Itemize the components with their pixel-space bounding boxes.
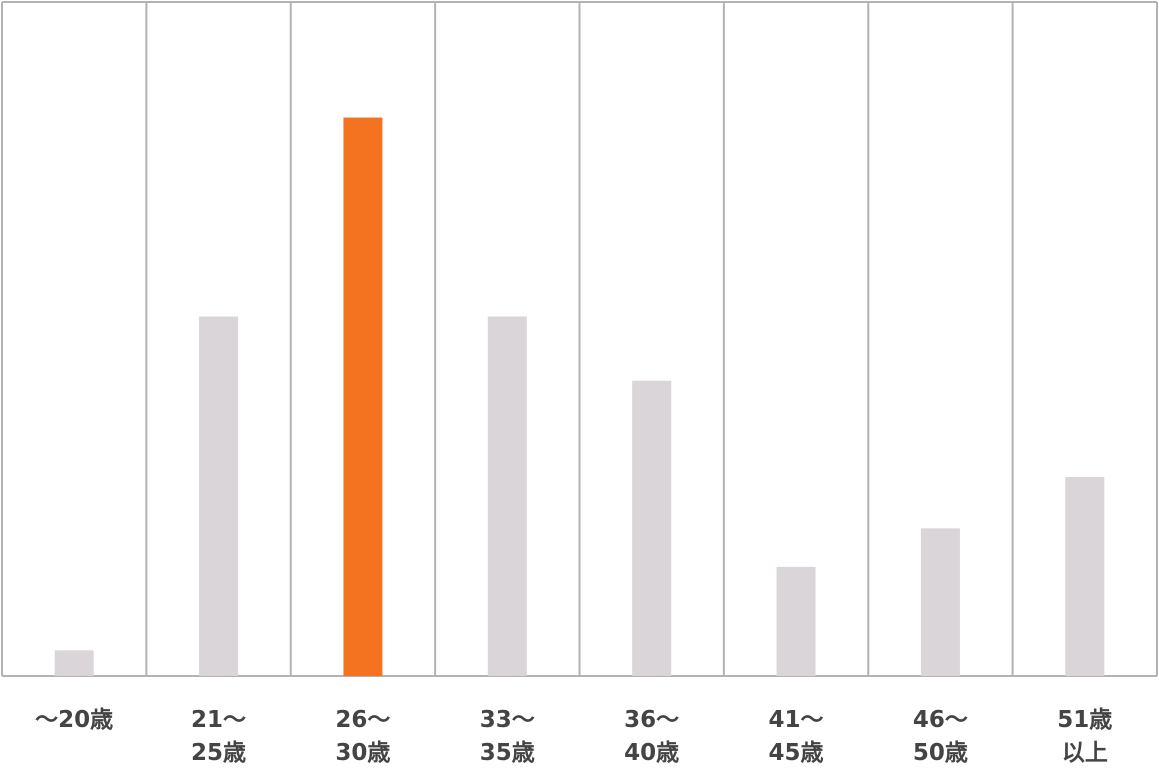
x-tick-label: 41～ 45歳 bbox=[769, 707, 824, 766]
bar-layer bbox=[54, 117, 1105, 677]
bar bbox=[54, 650, 94, 676]
x-tick-label: 51歳以上 bbox=[1057, 707, 1112, 766]
x-tick-label: 36～ 40歳 bbox=[624, 707, 679, 766]
bar bbox=[487, 316, 527, 676]
x-axis-tick-labels: ～20歳 21～ 25歳 26～ 30歳 33～ 35歳 36～ 40歳 41～ 45歳 46～ 50歳… bbox=[35, 707, 1112, 766]
grid-layer bbox=[1, 1, 1158, 677]
bar bbox=[632, 380, 672, 676]
x-tick-label: 46～ 50歳 bbox=[913, 707, 968, 766]
x-tick-label: 21～ 25歳 bbox=[191, 707, 246, 766]
bar bbox=[199, 316, 239, 676]
x-tick-label: ～20歳 bbox=[35, 707, 113, 733]
bar bbox=[776, 566, 816, 676]
x-tick-label: 33～ 35歳 bbox=[480, 707, 535, 766]
x-tick-label: 26～ 30歳 bbox=[335, 707, 390, 766]
bar bbox=[920, 528, 960, 676]
bar-highlighted bbox=[343, 117, 383, 677]
bar bbox=[1065, 477, 1105, 676]
